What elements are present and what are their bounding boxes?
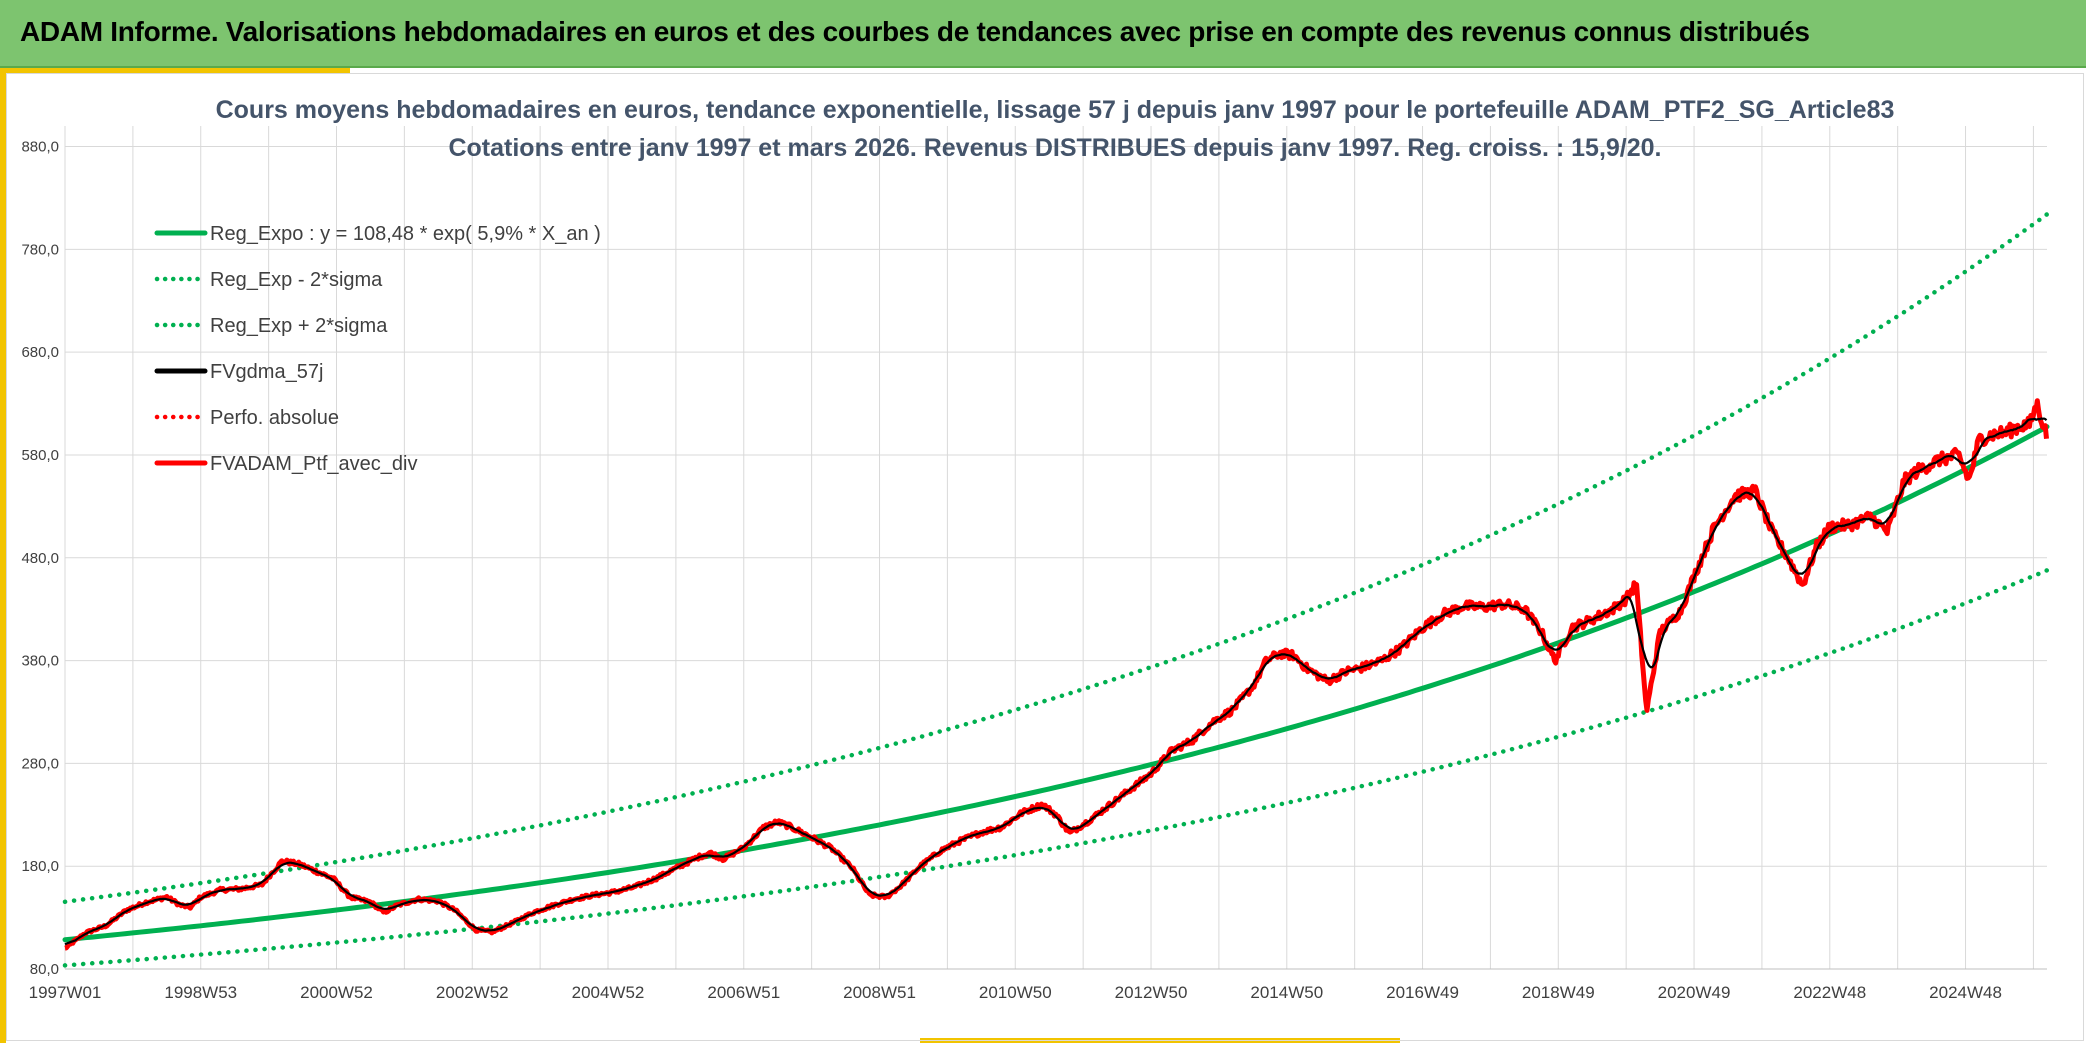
x-tick-label: 2004W52 [572, 983, 645, 1002]
chart-title: Cours moyens hebdomadaires en euros, ten… [216, 96, 1895, 162]
chart-frame: Cours moyens hebdomadaires en euros, ten… [6, 73, 2084, 1041]
grid [64, 126, 2047, 970]
x-tick-label: 2018W49 [1522, 983, 1595, 1002]
chart-title-line: Cours moyens hebdomadaires en euros, ten… [216, 96, 1895, 124]
accent-bar-top [0, 68, 350, 73]
legend-perfo-absolue-label: Perfo. absolue [210, 407, 339, 429]
chart-title-line: Cotations entre janv 1997 et mars 2026. … [448, 134, 1661, 162]
y-tick-label: 280,0 [21, 755, 59, 772]
accent-bar-left [0, 68, 6, 1043]
x-tick-label: 2022W48 [1793, 983, 1866, 1002]
y-tick-label: 580,0 [21, 447, 59, 464]
y-tick-label: 780,0 [21, 241, 59, 258]
x-tick-label: 1998W53 [164, 983, 237, 1002]
x-tick-label: 2002W52 [436, 983, 509, 1002]
legend-fvadam-label: FVADAM_Ptf_avec_div [210, 453, 418, 475]
x-tick-label: 2010W50 [979, 983, 1052, 1002]
x-tick-label: 2006W51 [707, 983, 780, 1002]
trend-chart: Cours moyens hebdomadaires en euros, ten… [21, 96, 2050, 1002]
y-tick-label: 380,0 [21, 653, 59, 670]
x-tick-label: 2012W50 [1115, 983, 1188, 1002]
x-tick-label: 2020W49 [1658, 983, 1731, 1002]
axes: 80,0 180,0 280,0 380,0 480,0 580,0 680,0 780,0 8… [21, 139, 2047, 1002]
fvgdma-57j-line [64, 417, 2048, 946]
x-tick-label: 2016W49 [1386, 983, 1459, 1002]
report-header: ADAM Informe. Valorisations hebdomadaire… [0, 0, 2086, 68]
x-tick-label: 2014W50 [1250, 983, 1323, 1002]
y-tick-label: 80,0 [30, 961, 59, 978]
reg-expo-line [62, 424, 2050, 943]
legend: Reg_Expo : y = 108,48 * exp( 5,9% * X_an… [154, 223, 601, 475]
reg-exp-plus-2sigma-line [62, 212, 2050, 905]
x-tick-label: 2000W52 [300, 983, 373, 1002]
series [62, 212, 2050, 968]
fvadam-ptf-avec-div-line [63, 398, 2049, 951]
y-tick-label: 180,0 [21, 858, 59, 875]
x-tick-label: 2024W48 [1929, 983, 2002, 1002]
legend-fvgdma-label: FVgdma_57j [210, 361, 323, 383]
legend-reg-exp-plus-label: Reg_Exp + 2*sigma [210, 315, 388, 337]
y-tick-label: 880,0 [21, 139, 59, 156]
x-tick-label: 1997W01 [29, 983, 102, 1002]
y-tick-label: 480,0 [21, 550, 59, 567]
legend-reg-expo-label: Reg_Expo : y = 108,48 * exp( 5,9% * X_an… [210, 223, 601, 245]
x-tick-label: 2008W51 [843, 983, 916, 1002]
y-tick-label: 680,0 [21, 344, 59, 361]
legend-reg-exp-minus-label: Reg_Exp - 2*sigma [210, 269, 383, 291]
report-title: ADAM Informe. Valorisations hebdomadaire… [20, 16, 1810, 47]
